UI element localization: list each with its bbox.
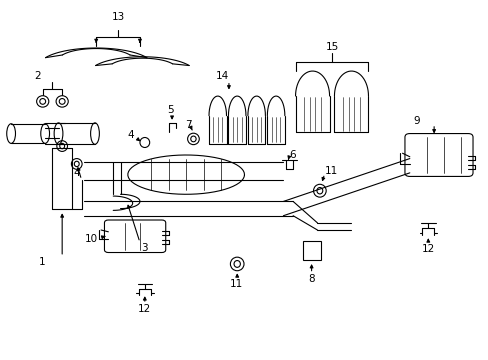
Text: 11: 11 — [230, 279, 243, 289]
Text: 4: 4 — [128, 130, 134, 140]
Text: 10: 10 — [84, 234, 98, 244]
Text: 3: 3 — [141, 243, 148, 253]
Text: 5: 5 — [167, 105, 174, 115]
Text: 11: 11 — [324, 166, 337, 176]
Text: 8: 8 — [307, 274, 314, 284]
Text: 6: 6 — [288, 150, 295, 160]
Text: 1: 1 — [39, 257, 45, 267]
Text: 15: 15 — [325, 42, 338, 52]
Text: 4: 4 — [73, 168, 80, 178]
Text: 12: 12 — [421, 244, 434, 253]
Text: 2: 2 — [35, 71, 41, 81]
Text: 12: 12 — [138, 304, 151, 314]
Text: 9: 9 — [413, 116, 420, 126]
Text: 13: 13 — [111, 13, 124, 22]
Bar — [302, 241, 321, 260]
Text: 14: 14 — [216, 71, 229, 81]
Text: 7: 7 — [185, 120, 191, 130]
